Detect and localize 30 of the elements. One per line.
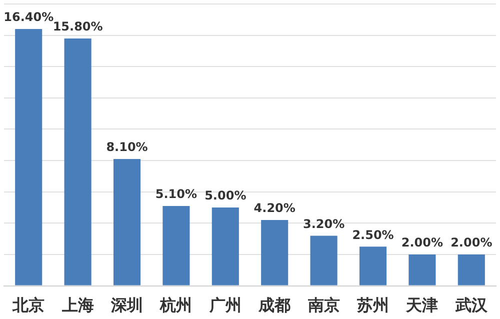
bar bbox=[359, 246, 387, 286]
x-tick-label: 武汉 bbox=[454, 296, 488, 315]
bar bbox=[458, 254, 485, 286]
x-tick-label: 苏州 bbox=[356, 296, 389, 315]
bar bbox=[310, 236, 338, 286]
data-label: 2.00% bbox=[450, 236, 492, 250]
bar bbox=[162, 206, 190, 286]
data-label: 16.40% bbox=[4, 10, 54, 24]
data-label: 3.20% bbox=[302, 216, 345, 231]
data-label: 4.20% bbox=[254, 201, 296, 216]
data-label: 2.00% bbox=[401, 236, 444, 250]
x-tick-label: 北京 bbox=[12, 296, 45, 315]
bar bbox=[64, 38, 92, 286]
bar bbox=[212, 208, 239, 286]
x-tick-label: 南京 bbox=[306, 296, 340, 315]
bar bbox=[261, 220, 288, 286]
data-label: 15.80% bbox=[52, 20, 103, 34]
data-label: 5.10% bbox=[155, 187, 198, 202]
bar bbox=[15, 29, 42, 286]
x-tick-label: 杭州 bbox=[159, 296, 192, 315]
x-tick-label: 天津 bbox=[405, 296, 438, 315]
x-tick-label: 广州 bbox=[208, 296, 242, 315]
data-label: 8.10% bbox=[106, 140, 148, 154]
x-tick-label: 成都 bbox=[258, 296, 291, 315]
bar bbox=[113, 158, 141, 286]
data-label: 5.00% bbox=[204, 188, 246, 203]
data-label: 2.50% bbox=[352, 228, 394, 242]
x-tick-label: 上海 bbox=[60, 296, 94, 315]
x-tick-label: 深圳 bbox=[110, 296, 143, 315]
bar bbox=[408, 254, 436, 286]
